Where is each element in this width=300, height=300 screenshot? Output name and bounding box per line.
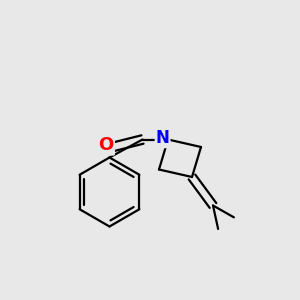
Text: O: O <box>98 136 113 154</box>
Text: N: N <box>156 129 170 147</box>
